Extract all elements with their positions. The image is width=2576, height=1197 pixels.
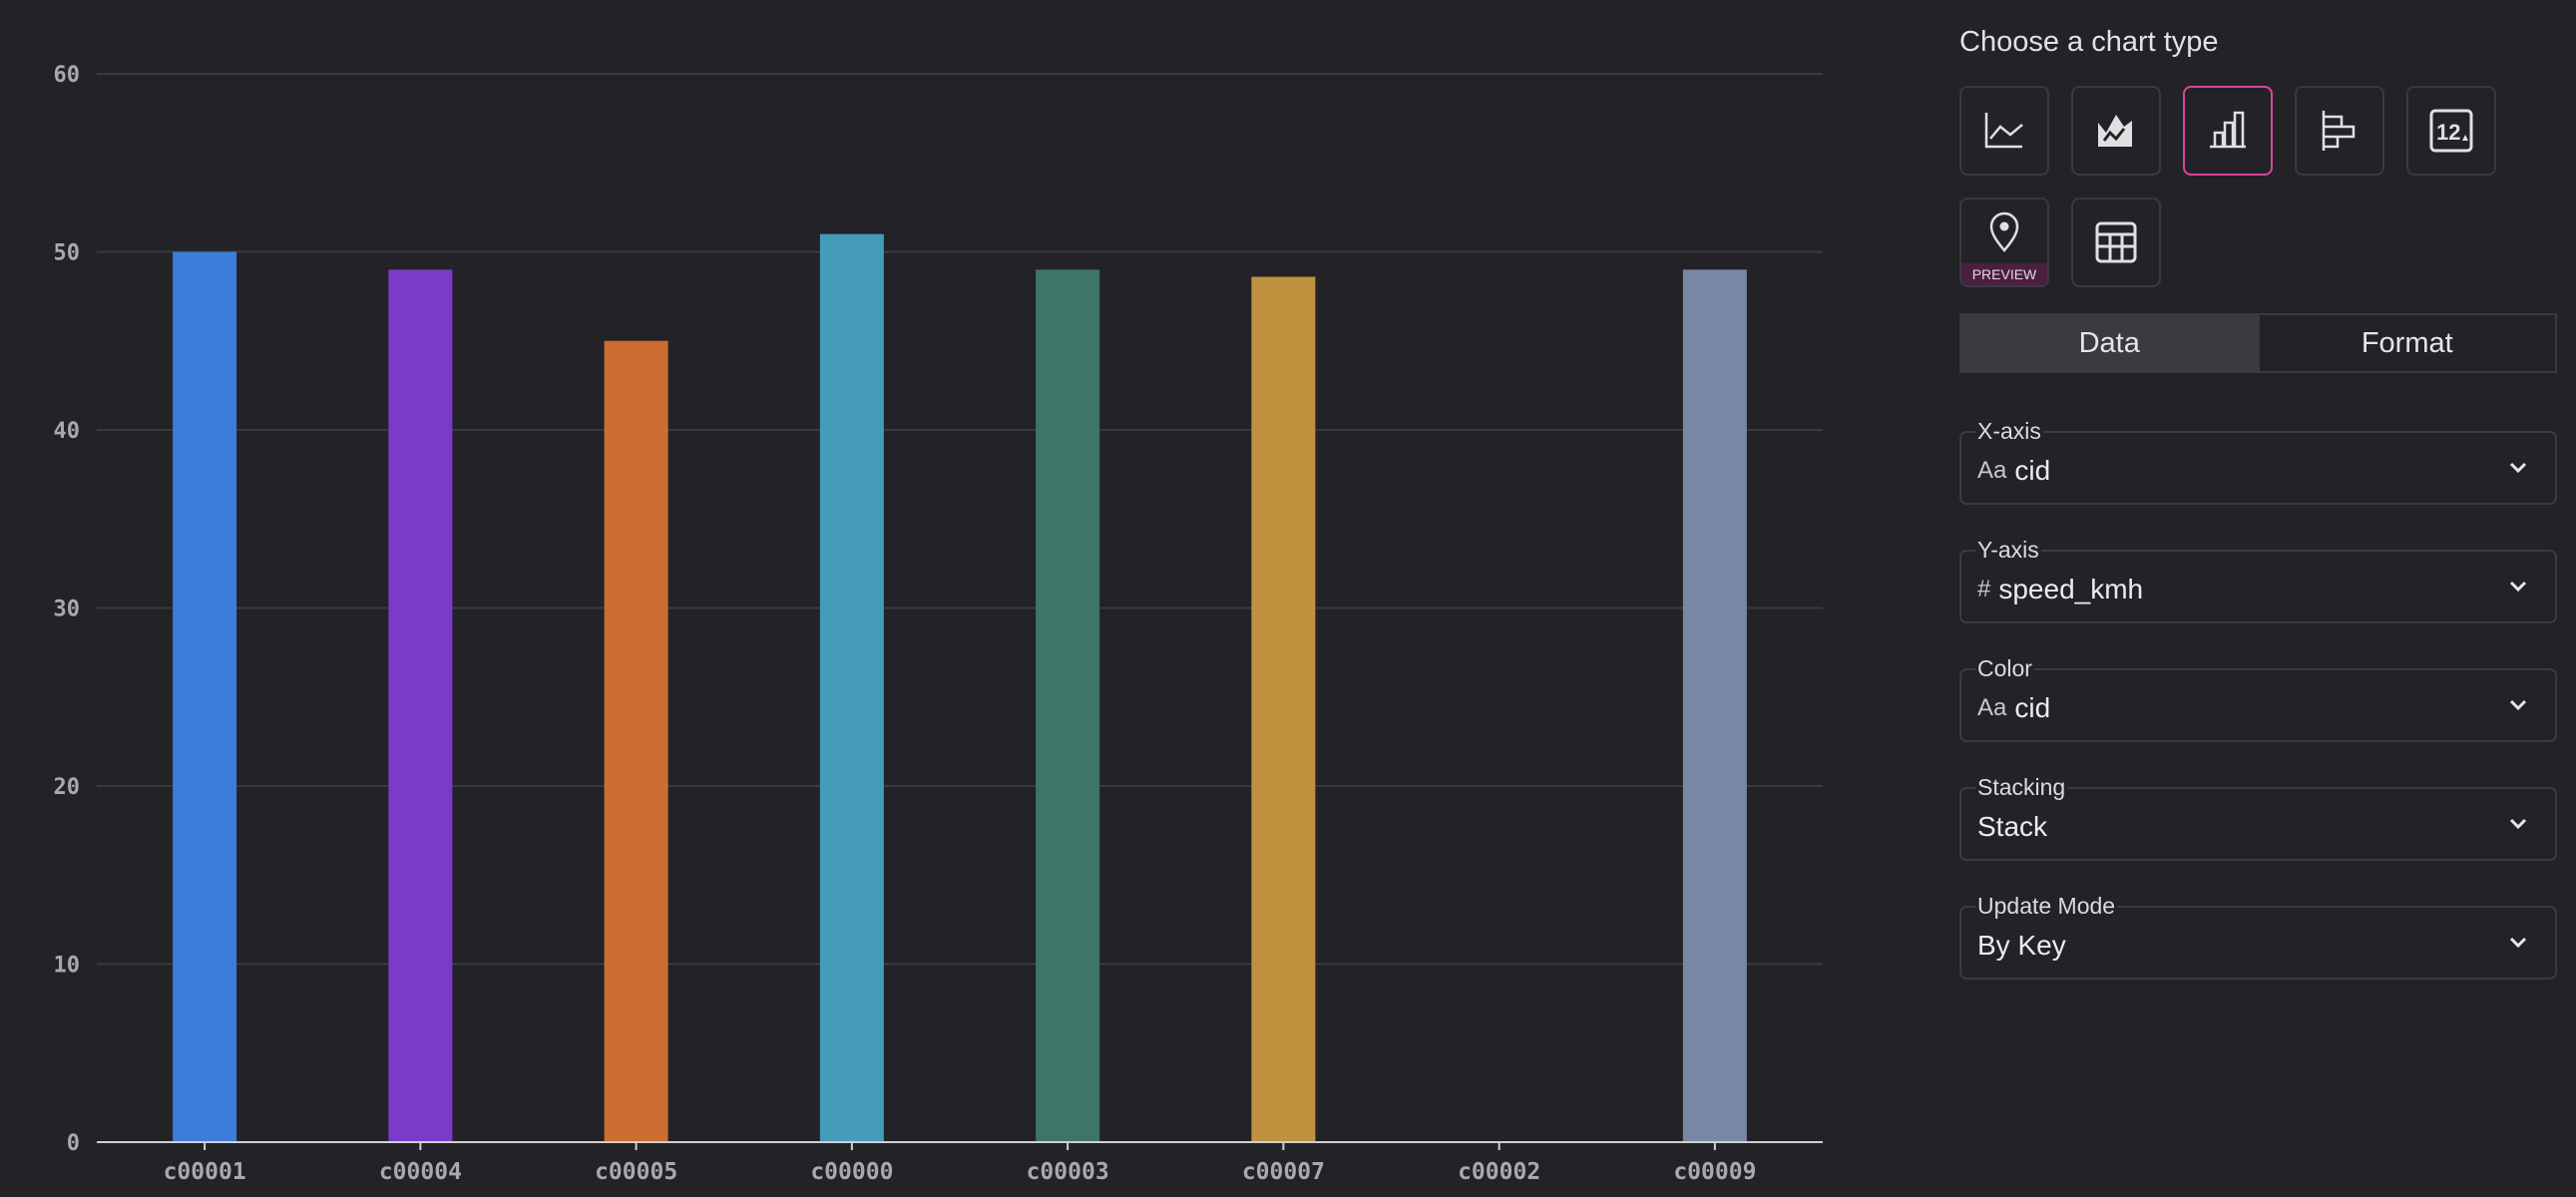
bar-c00009 (1682, 269, 1747, 1143)
color-value: cid (2014, 692, 2051, 723)
area-chart-icon (2098, 115, 2132, 147)
chevron-down-icon (2509, 699, 2527, 711)
chevron-down-icon (2509, 581, 2527, 593)
bar-chart-icon (2210, 111, 2246, 149)
map-pin-icon (1989, 211, 2019, 252)
bar-c00001 (173, 251, 237, 1142)
stacking-label: Stacking (1975, 774, 2068, 800)
chart-type-line-button[interactable] (1959, 86, 2049, 176)
config-tabs: Data Format (1959, 313, 2557, 373)
tab-data[interactable]: Data (1961, 315, 2258, 371)
panel-title: Choose a chart type (1959, 26, 2219, 58)
y-tick-label: 50 (54, 241, 81, 266)
number-card-icon: 12 (2429, 109, 2473, 153)
update-mode-label: Update Mode (1975, 893, 2118, 919)
line-chart-icon (1984, 113, 2023, 149)
preview-badge: PREVIEW (1961, 263, 2047, 285)
x-tick-label: c00004 (379, 1159, 462, 1185)
x-tick-label: c00007 (1242, 1159, 1325, 1185)
chart-type-number-button[interactable]: 12 (2406, 86, 2496, 176)
y-tick-label: 20 (54, 775, 81, 800)
text-type-icon: Aa (1977, 457, 2007, 484)
y-axis-label: Y-axis (1975, 537, 2041, 563)
x-axis-value: cid (2014, 455, 2051, 486)
update-mode-select[interactable]: Update Mode By Key (1959, 894, 2557, 980)
y-tick-label: 60 (54, 63, 81, 88)
horizontal-bar-chart-icon (2322, 111, 2356, 151)
x-tick-label: c00009 (1673, 1159, 1756, 1185)
stacking-value: Stack (1977, 811, 2048, 842)
y-tick-label: 0 (67, 1131, 80, 1156)
x-tick-label: c00005 (595, 1159, 677, 1185)
bar-c00004 (388, 269, 453, 1143)
chart-type-horizontal-bar-button[interactable] (2295, 86, 2384, 176)
stacking-select[interactable]: Stacking Stack (1959, 775, 2557, 861)
x-tick-label: c00003 (1027, 1159, 1109, 1185)
update-mode-value-wrap: By Key (1977, 930, 2066, 962)
bar-c00003 (1036, 269, 1100, 1143)
chart-type-area-button[interactable] (2071, 86, 2161, 176)
stacking-value-wrap: Stack (1977, 811, 2047, 843)
chart-type-bar-button[interactable] (2183, 86, 2273, 176)
bar-c00007 (1251, 276, 1316, 1142)
x-axis-value-wrap: Aa cid (1977, 455, 2050, 487)
y-axis-value-wrap: # speed_kmh (1977, 574, 2143, 605)
chart-type-map-button[interactable]: PREVIEW (1959, 198, 2049, 287)
number-type-icon: # (1977, 576, 1991, 602)
chevron-down-icon (2509, 818, 2527, 830)
x-axis-label: X-axis (1975, 418, 2043, 444)
y-tick-label: 40 (54, 419, 81, 444)
chevron-down-icon (2509, 937, 2527, 949)
bar-c00000 (819, 233, 884, 1142)
tab-format[interactable]: Format (2257, 315, 2556, 371)
color-value-wrap: Aa cid (1977, 692, 2050, 724)
y-axis-value: speed_kmh (1998, 574, 2144, 604)
table-icon (2095, 221, 2137, 263)
x-tick-label: c00002 (1458, 1159, 1540, 1185)
text-type-icon: Aa (1977, 694, 2007, 721)
chart-type-table-button[interactable] (2071, 198, 2161, 287)
svg-text:12: 12 (2436, 120, 2460, 145)
x-tick-label: c00000 (810, 1159, 893, 1185)
color-select[interactable]: Color Aa cid (1959, 656, 2557, 742)
color-label: Color (1975, 655, 2034, 681)
x-axis-select[interactable]: X-axis Aa cid (1959, 419, 2557, 505)
x-tick-label: c00001 (164, 1159, 246, 1185)
y-tick-label: 30 (54, 598, 81, 622)
y-axis-select[interactable]: Y-axis # speed_kmh (1959, 538, 2557, 623)
y-tick-label: 10 (54, 954, 81, 979)
bar-c00005 (604, 340, 668, 1142)
chevron-down-icon (2509, 462, 2527, 474)
update-mode-value: By Key (1977, 930, 2066, 961)
bar-chart: 0 10 20 30 40 50 60 c00001 c00004 c00005 c00000 c00… (54, 63, 1823, 1185)
